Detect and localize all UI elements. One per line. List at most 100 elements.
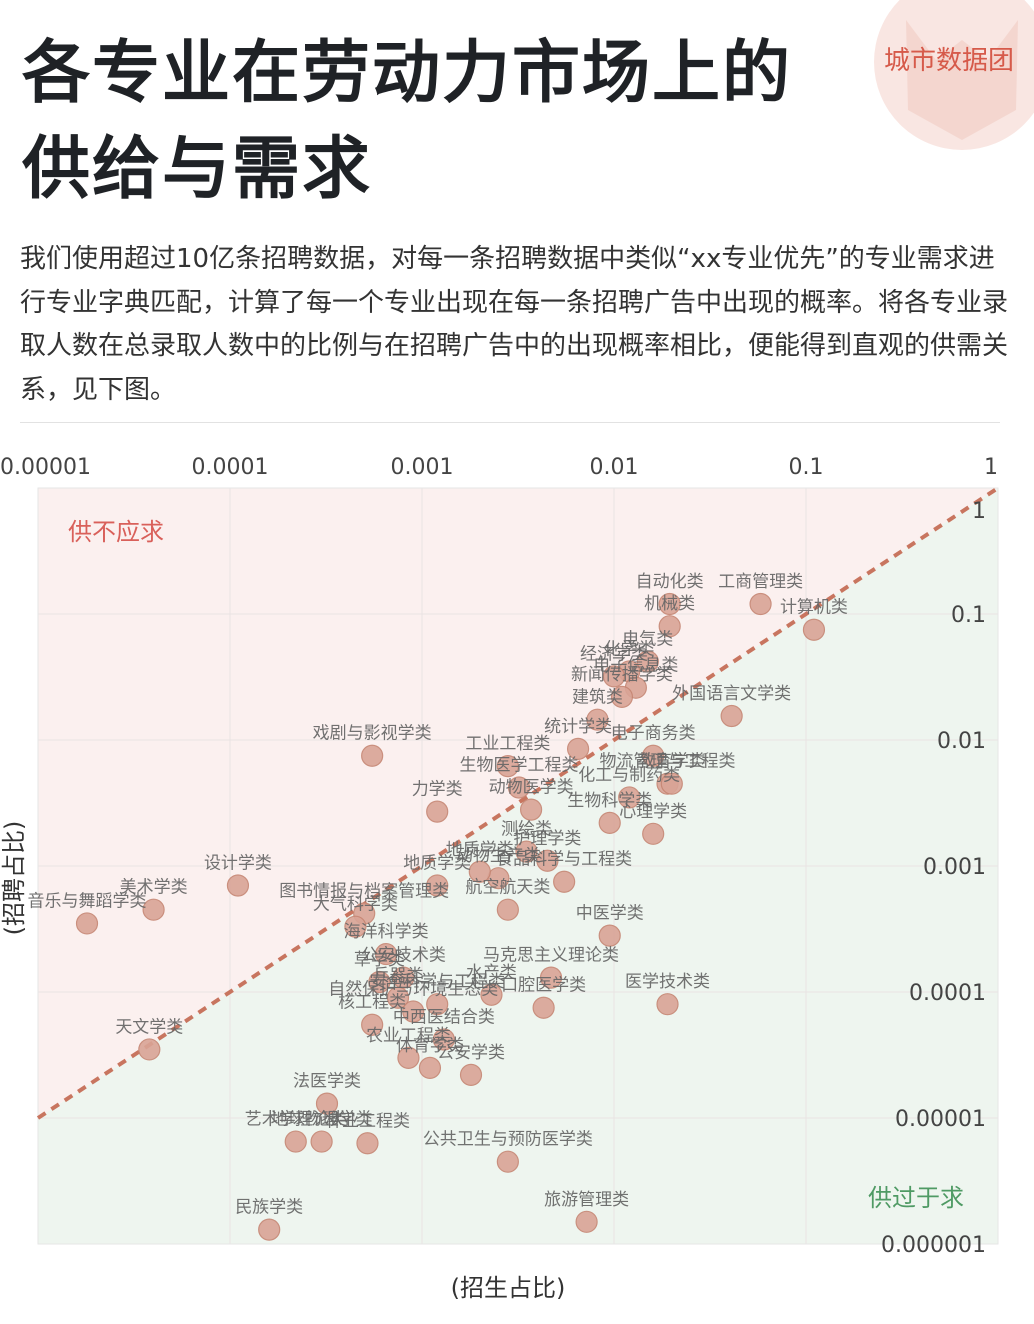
data-point	[374, 942, 398, 966]
point-label: 统计学类	[544, 717, 612, 737]
point-label: 设计学类	[204, 854, 272, 874]
data-point	[553, 870, 576, 893]
data-point	[468, 860, 491, 883]
y-tick-label: 0.001	[923, 855, 986, 880]
point-label: 图书情报与档案管理类	[279, 881, 449, 901]
point-label: 航空航天类	[465, 878, 550, 898]
point-label: 化学类	[604, 639, 655, 659]
y-tick-label: 0.00001	[895, 1107, 986, 1132]
data-point	[598, 811, 621, 834]
point-label: 天文学类	[115, 1017, 183, 1037]
point-label: 食品科学与工程类	[496, 850, 632, 870]
data-point	[402, 1000, 425, 1023]
point-label: 马克思主义理论类	[483, 946, 619, 966]
point-label: 工商管理类	[718, 572, 803, 592]
data-point	[344, 915, 367, 938]
data-point	[138, 1038, 161, 1061]
point-label: 生物医学工程类	[459, 755, 578, 775]
point-label: 经济学类	[580, 644, 648, 664]
data-point	[258, 1218, 281, 1241]
data-point	[642, 822, 665, 845]
data-point	[660, 772, 683, 795]
point-label: 农业工程类	[366, 1026, 451, 1046]
point-label: 民族学类	[235, 1198, 303, 1218]
data-point	[361, 1013, 384, 1036]
data-point	[618, 786, 641, 809]
point-label: 自动化类	[636, 572, 704, 592]
data-point	[496, 898, 519, 921]
point-label: 艺术学理论类	[245, 1110, 347, 1130]
y-axis-label: (招聘占比)	[0, 821, 28, 936]
point-label: 海洋科学类	[344, 922, 429, 942]
data-point	[356, 1132, 379, 1155]
scatter-chart: 0.00001 0.0001 0.001 0.01 0.1 1 1 0.1 0.01 0.001 0…	[0, 455, 1000, 1302]
page-title: 各专业在劳动力市场上的 供给与需求	[22, 26, 842, 218]
data-point	[658, 592, 681, 616]
point-label: 物流管理与工程类	[600, 752, 736, 772]
data-point	[310, 1130, 333, 1153]
point-label: 水产类	[466, 963, 517, 983]
point-label: 动物医学类	[489, 778, 574, 798]
point-label: 力学类	[412, 780, 463, 800]
data-point	[575, 1210, 598, 1233]
point-label: 中医学类	[576, 904, 644, 924]
point-label: 美术学类	[120, 878, 188, 898]
data-point	[749, 592, 772, 616]
y-tick-label: 0.1	[951, 603, 986, 628]
data-point	[361, 744, 384, 767]
point-label: 公安技术类	[361, 946, 446, 966]
data-point	[142, 898, 165, 921]
data-point	[642, 744, 665, 767]
point-label: 新闻传播学类	[571, 665, 673, 685]
data-point	[480, 983, 503, 1006]
data-point	[496, 755, 519, 778]
data-point	[536, 849, 559, 872]
point-label: 外国语言文学类	[672, 684, 791, 704]
point-label: 核工程类	[338, 993, 406, 1013]
description: 我们使用超过10亿条招聘数据，对每一条招聘数据中类似“xx专业优先”的专业需求进…	[20, 244, 1009, 405]
data-point	[386, 986, 410, 1009]
point-label: 建筑类	[572, 688, 623, 708]
point-label: 电气类	[622, 629, 673, 649]
point-label: 中西医结合类	[393, 1007, 495, 1027]
point-label: 林业工程类	[325, 1111, 410, 1131]
y-tick-label: 0.000001	[881, 1233, 986, 1258]
data-point	[315, 1092, 339, 1115]
x-tick-label: 1	[984, 455, 998, 480]
under-supply-label: 供不应求	[68, 518, 164, 546]
data-point	[658, 615, 681, 638]
data-point	[507, 776, 531, 799]
data-point	[610, 685, 634, 708]
y-tick-label: 0.0001	[909, 981, 986, 1006]
point-label: 公安学类	[437, 1043, 505, 1063]
data-point	[432, 1028, 455, 1051]
point-label: 心理学类	[619, 802, 687, 822]
data-point	[426, 874, 449, 897]
title-line-1: 各专业在劳动力市场上的	[22, 34, 793, 113]
point-label: 工业工程类	[465, 734, 550, 754]
plot-frame	[37, 487, 999, 1245]
over-supply-label: 供过于求	[868, 1184, 964, 1212]
brand-logo: 城市数据团	[866, 0, 1034, 150]
data-point	[368, 970, 391, 994]
divider	[20, 422, 1000, 423]
point-label: 安全科学与工程类	[369, 972, 505, 992]
point-label: 公共卫生与预防医学类	[423, 1130, 593, 1150]
data-point	[519, 798, 543, 821]
data-point	[496, 1150, 519, 1173]
point-label: 法医学类	[293, 1072, 361, 1092]
point-label: 口腔医学类	[501, 976, 586, 996]
point-label: 测绘类	[501, 820, 552, 840]
point-label: 生物科学类	[567, 791, 652, 811]
point-label: 机械类	[644, 594, 695, 614]
point-label: 地质学类	[446, 840, 514, 860]
point-label: 音乐与舞蹈学类	[28, 891, 147, 911]
point-label: 电子商务类	[611, 724, 696, 744]
point-label: 旅游管理类	[544, 1190, 629, 1210]
point-label: 电子信息类	[593, 656, 678, 676]
y-tick-label: 0.01	[937, 729, 986, 754]
title-line-2: 供给与需求	[22, 130, 373, 209]
data-point	[459, 1063, 483, 1086]
data-point	[566, 737, 590, 760]
point-label: 戏剧与影视学类	[313, 724, 432, 744]
